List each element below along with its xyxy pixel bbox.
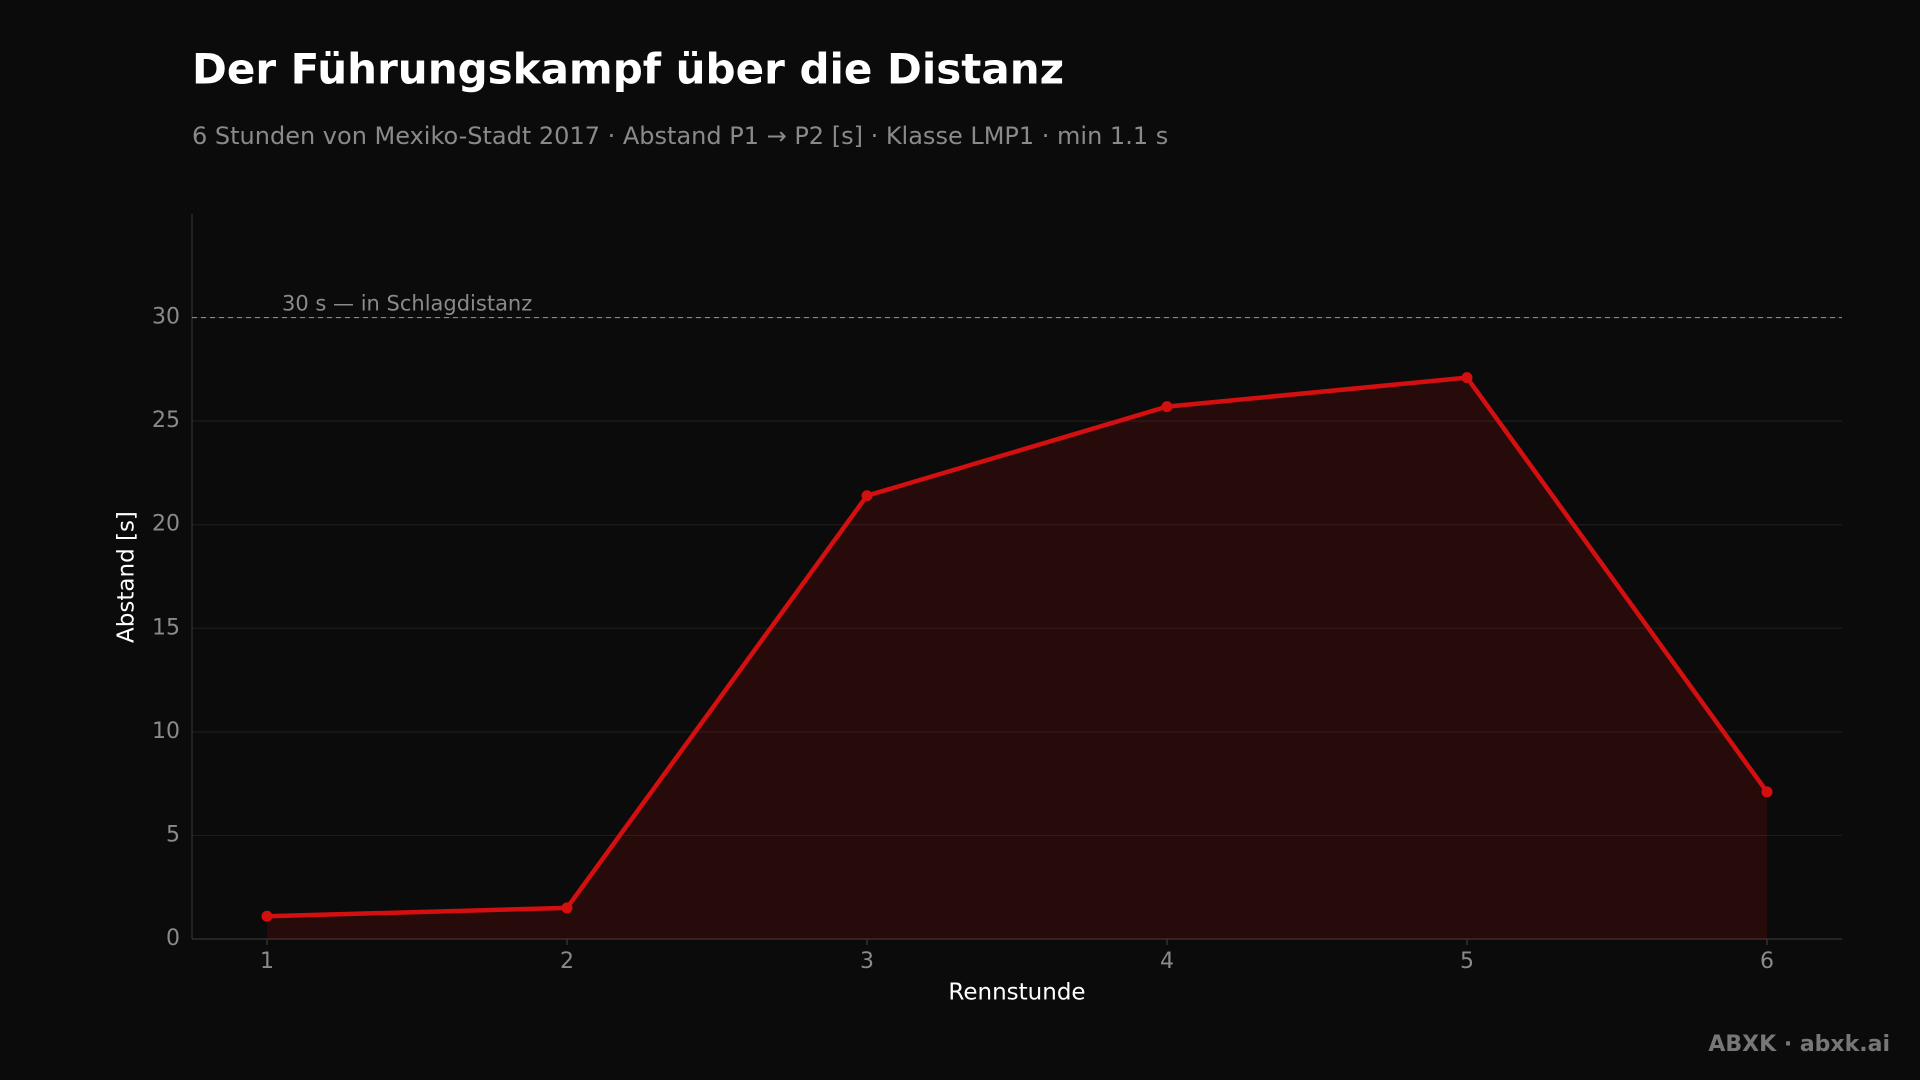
point bbox=[261, 910, 273, 922]
point bbox=[1761, 786, 1773, 798]
chart-title: Der Führungskampf über die Distanz bbox=[192, 45, 1064, 94]
reference-label: 30 s — in Schlagdistanz bbox=[282, 292, 532, 316]
x-tick-label: 5 bbox=[1460, 949, 1474, 974]
chart-subtitle: 6 Stunden von Mexiko-Stadt 2017 · Abstan… bbox=[192, 122, 1168, 150]
x-tick-label: 4 bbox=[1160, 949, 1174, 974]
area bbox=[267, 377, 1767, 940]
x-tick-label: 3 bbox=[860, 949, 874, 974]
point bbox=[561, 902, 573, 914]
x-axis-label: Rennstunde bbox=[948, 980, 1085, 1006]
y-tick-label: 10 bbox=[152, 719, 180, 744]
y-tick-label: 0 bbox=[166, 926, 180, 951]
y-tick-label: 30 bbox=[152, 305, 180, 330]
x-tick-label: 1 bbox=[260, 949, 274, 974]
point bbox=[1461, 372, 1473, 384]
x-tick-label: 6 bbox=[1760, 949, 1774, 974]
y-tick-label: 5 bbox=[166, 822, 180, 847]
point bbox=[861, 490, 873, 502]
point bbox=[1161, 401, 1173, 413]
y-tick-label: 15 bbox=[152, 615, 180, 640]
y-axis-label: Abstand [s] bbox=[114, 511, 140, 643]
x-tick-label: 2 bbox=[560, 949, 574, 974]
footer: ABXK · abxk.ai bbox=[1708, 1032, 1890, 1057]
line bbox=[266, 375, 1769, 919]
y-tick-label: 25 bbox=[152, 408, 180, 433]
y-tick-label: 20 bbox=[152, 512, 180, 537]
